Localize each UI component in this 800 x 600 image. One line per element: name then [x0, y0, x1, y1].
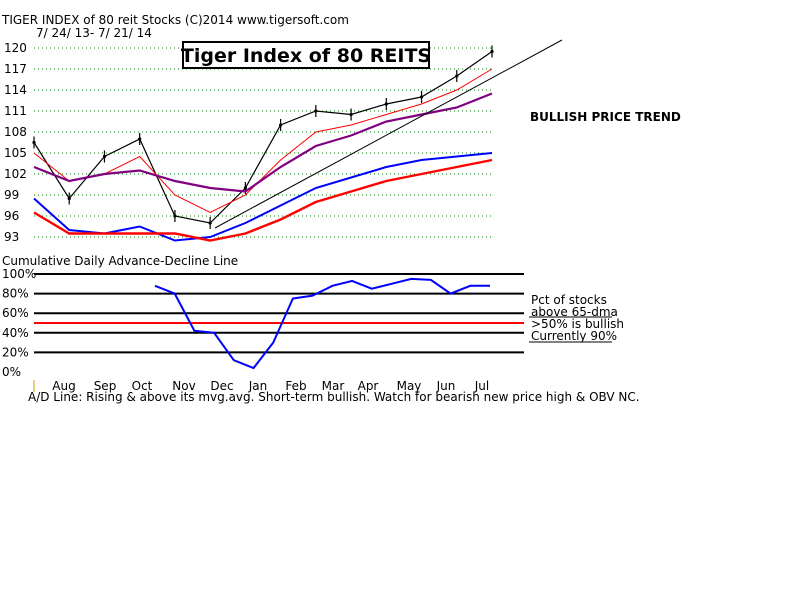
breadth-y-tick: 20% [2, 345, 29, 359]
price-y-tick: 99 [4, 188, 19, 202]
breadth-gridlines [34, 273, 524, 354]
price-bars-line [33, 51, 493, 224]
short-ma-line [33, 68, 493, 214]
price-point [419, 95, 424, 99]
note-line-1: Pct of stocks [531, 293, 607, 307]
month-label: Dec [210, 379, 233, 393]
breadth-y-tick: 40% [2, 326, 29, 340]
price-y-tick: 111 [4, 104, 27, 118]
breadth-y-tick: 80% [2, 287, 29, 301]
price-title-box [182, 41, 430, 69]
breadth-y-tick: 60% [2, 306, 29, 320]
note-line-4: Currently 90% [531, 329, 617, 343]
price-point [455, 74, 459, 78]
price-point [314, 109, 318, 113]
price-point [67, 196, 71, 201]
price-point [279, 123, 283, 127]
note-line-3: >50% is bullish [531, 317, 624, 331]
long-ma-line [33, 92, 493, 193]
price-point [208, 221, 212, 225]
ad-chart-title: Cumulative Daily Advance-Decline Line [2, 254, 238, 268]
month-label: Mar [322, 379, 345, 393]
price-chart-title: Tiger Index of 80 REITS [181, 45, 431, 67]
month-label: Feb [285, 379, 306, 393]
month-label: Apr [358, 379, 379, 393]
price-point [32, 140, 36, 145]
price-y-tick: 114 [4, 83, 27, 97]
trend-note: BULLISH PRICE TREND [530, 110, 681, 124]
month-label: Sep [94, 379, 117, 393]
price-point [102, 154, 107, 159]
price-y-tick: 93 [4, 230, 19, 244]
price-point [490, 49, 494, 54]
price-point [173, 214, 177, 218]
footer-note: A/D Line: Rising & above its mvg.avg. Sh… [28, 390, 640, 404]
month-label: Jun [436, 379, 456, 393]
price-point [243, 186, 247, 190]
price-y-tick: 117 [4, 62, 27, 76]
header-title: TIGER INDEX of 80 reit Stocks (C)2014 ww… [1, 13, 349, 27]
price-y-tick: 108 [4, 125, 27, 139]
note-line-2: above 65-dma [531, 305, 618, 319]
month-axis: Aug Sep Oct Nov Dec Jan Feb Mar Apr May Jun Jul [33, 379, 489, 393]
ad-ma-line [33, 158, 493, 242]
price-gridlines [34, 47, 492, 238]
trendline [214, 39, 563, 229]
price-chart: 120 117 114 111 108 105 102 99 96 93 [4, 39, 563, 244]
price-y-tick-labels: 120 117 114 111 108 105 102 99 96 93 [4, 41, 27, 244]
price-point [138, 137, 142, 141]
price-y-tick: 105 [4, 146, 27, 160]
breadth-series [154, 277, 490, 370]
pct-above-ma-line [154, 277, 490, 370]
price-y-tick: 102 [4, 167, 27, 181]
month-label: Jul [474, 379, 489, 393]
price-series [32, 39, 563, 242]
breadth-y-tick: 100% [2, 267, 36, 281]
month-label: May [397, 379, 422, 393]
breadth-y-tick: 0% [2, 365, 21, 379]
breadth-chart: 100% 80% 60% 40% 20% 0% [2, 267, 524, 379]
month-label: Jan [248, 379, 268, 393]
month-label: Aug [52, 379, 75, 393]
price-point [384, 102, 388, 106]
month-label: Oct [132, 379, 153, 393]
header-date-range: 7/ 24/ 13- 7/ 21/ 14 [36, 26, 152, 40]
month-label: Nov [172, 379, 195, 393]
breadth-y-tick-labels: 100% 80% 60% 40% 20% 0% [2, 267, 36, 379]
price-point [349, 112, 353, 117]
price-y-tick: 120 [4, 41, 27, 55]
price-y-tick: 96 [4, 209, 19, 223]
